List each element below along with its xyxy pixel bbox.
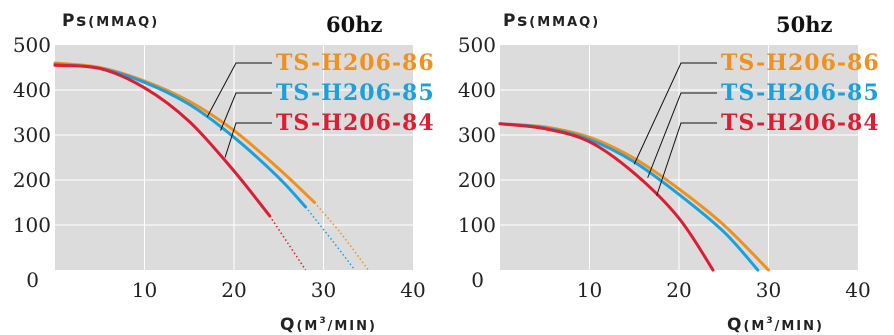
series-line-ts-h206-84 (53, 63, 272, 218)
series-line-ts-h206-84 (498, 122, 715, 272)
x-tick-label: 30 (756, 278, 781, 302)
legend-label-ts-h206-84: TS-H206-84 (276, 110, 435, 136)
x-axis-label-tail: /MIN) (328, 319, 377, 334)
leader-line-ts-h206-85 (220, 92, 272, 131)
y-tick-label: 200 (13, 168, 51, 192)
legend-50hz: TS-H206-86 TS-H206-85 TS-H206-84 (721, 50, 880, 136)
leaders-60hz (206, 62, 272, 158)
x-axis-label-tail: /MIN) (775, 319, 824, 334)
x-axis-label-60hz: Q(M3/MIN) (280, 315, 377, 335)
x-tick-label: 30 (311, 278, 336, 302)
y-ticks-60hz: 0 100 200 300 400 500 (13, 33, 51, 292)
y-tick-label: 500 (13, 33, 51, 57)
y-tick-label: 0 (471, 268, 484, 292)
y-tick-label: 300 (13, 123, 51, 147)
leader-line-ts-h206-84 (656, 122, 717, 196)
legend-label-ts-h206-85: TS-H206-85 (276, 80, 435, 106)
legend-label-ts-h206-86: TS-H206-86 (721, 50, 880, 76)
y-ticks-50hz: 0 100 200 300 400 500 (458, 33, 496, 292)
leader-line-ts-h206-86 (633, 62, 717, 165)
series-extension-ts-h206-84 (269, 215, 307, 271)
x-tick-label: 20 (666, 278, 691, 302)
title-50hz: 50hz (776, 12, 832, 37)
x-axis-label-main: Q (280, 315, 296, 335)
x-tick-label: 10 (132, 278, 157, 302)
x-axis-label-unit: (M (296, 319, 319, 334)
x-axis-label-sup: 3 (319, 316, 327, 326)
title-60hz: 60hz (326, 12, 382, 37)
y-axis-label-main: Ps (503, 11, 529, 31)
y-tick-label: 300 (458, 123, 496, 147)
grid-50hz (500, 45, 858, 270)
x-axis-label-sup: 3 (766, 316, 774, 326)
leader-line-ts-h206-84 (224, 122, 272, 158)
leader-line-ts-h206-86 (206, 62, 272, 118)
x-tick-label: 10 (577, 278, 602, 302)
leader-line-ts-h206-85 (647, 92, 717, 178)
y-axis-label-main: Ps (62, 11, 88, 31)
legend-label-ts-h206-86: TS-H206-86 (276, 50, 435, 76)
series-60hz (53, 61, 369, 271)
legend-60hz: TS-H206-86 TS-H206-85 TS-H206-84 (276, 50, 435, 136)
y-tick-label: 0 (26, 268, 39, 292)
y-tick-label: 500 (458, 33, 496, 57)
y-tick-label: 200 (458, 168, 496, 192)
x-ticks-50hz: 10 20 30 40 (577, 278, 871, 302)
y-axis-label-50hz: Ps(MMAQ) (503, 11, 600, 31)
series-50hz (498, 122, 770, 272)
x-axis-label-unit: (M (743, 319, 766, 334)
leaders-50hz (633, 62, 717, 196)
y-tick-label: 100 (13, 213, 51, 237)
x-tick-label: 20 (221, 278, 246, 302)
x-tick-label: 40 (845, 278, 870, 302)
y-axis-label-unit: (MMAQ) (88, 15, 159, 30)
y-axis-label-unit: (MMAQ) (529, 15, 600, 30)
x-tick-label: 40 (400, 278, 425, 302)
series-extension-ts-h206-86 (314, 202, 369, 271)
x-ticks-60hz: 10 20 30 40 (132, 278, 426, 302)
legend-label-ts-h206-84: TS-H206-84 (721, 110, 880, 136)
x-axis-label-50hz: Q(M3/MIN) (727, 315, 824, 335)
y-tick-label: 400 (13, 78, 51, 102)
y-tick-label: 100 (458, 213, 496, 237)
x-axis-label-main: Q (727, 315, 743, 335)
y-tick-label: 400 (458, 78, 496, 102)
y-axis-label-60hz: Ps(MMAQ) (62, 11, 159, 31)
legend-label-ts-h206-85: TS-H206-85 (721, 80, 880, 106)
